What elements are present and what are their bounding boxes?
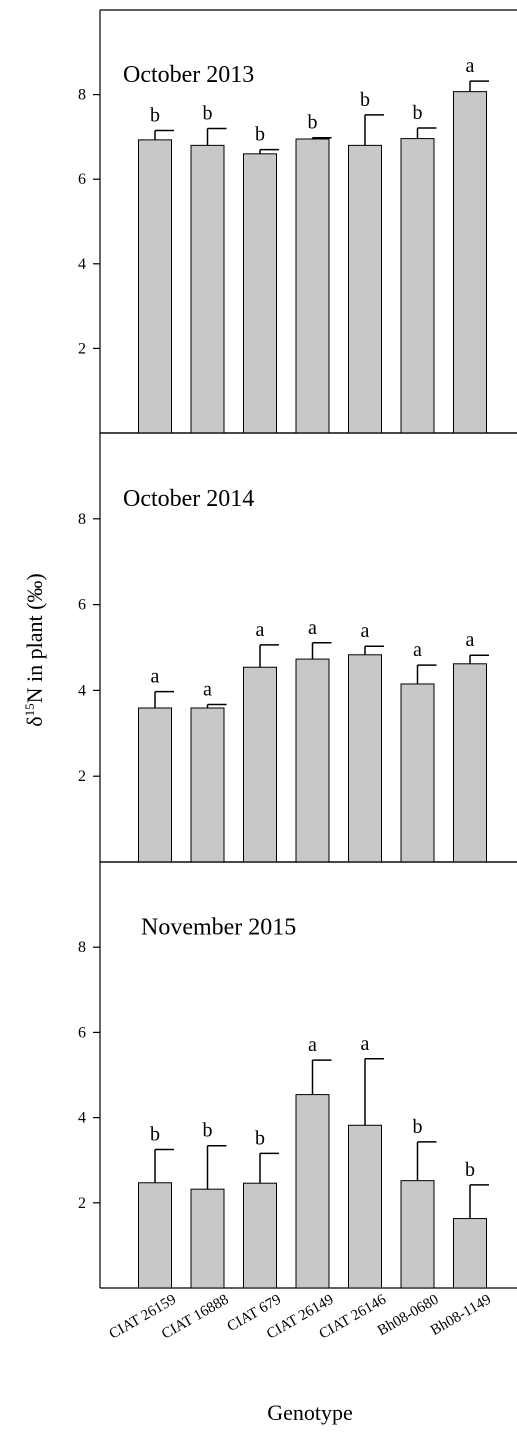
y-axis-label-superscript: 15	[22, 703, 37, 716]
significance-letter: a	[361, 620, 370, 642]
bar	[453, 663, 487, 863]
bar	[453, 1218, 487, 1289]
bar	[138, 707, 172, 863]
y-tick-label: 4	[78, 256, 86, 273]
significance-letter: a	[413, 639, 422, 661]
panel-title: November 2015	[141, 914, 296, 940]
bar	[400, 138, 435, 434]
significance-letter: b	[255, 1127, 265, 1149]
y-tick-label: 8	[78, 939, 86, 956]
bar	[138, 1182, 172, 1289]
significance-letter: a	[466, 629, 475, 651]
significance-letter: b	[413, 102, 423, 124]
significance-letter: a	[308, 1034, 317, 1056]
y-axis-label-rest: N in plant (‰)	[22, 573, 47, 703]
x-tick-label: Bh08-1149	[428, 1292, 494, 1339]
significance-letter: b	[203, 102, 213, 124]
y-tick-label: 4	[78, 682, 86, 699]
chart-panels: 2 4 6 8 October 2013 b b b b b b a 2 4 6 8 October 2014 a…	[78, 9, 517, 1343]
bar	[400, 683, 435, 863]
bar	[190, 144, 225, 434]
bar	[190, 707, 225, 863]
significance-letter: b	[413, 1116, 423, 1138]
bar	[295, 1094, 330, 1289]
significance-letter: a	[466, 55, 475, 77]
significance-letter: b	[150, 1124, 160, 1146]
bar	[453, 91, 487, 434]
bar	[295, 658, 330, 863]
bar	[243, 1182, 277, 1289]
significance-letter: b	[150, 105, 160, 127]
chart-panel-1: 2 4 6 8 October 2013 b b b b b b a	[78, 9, 517, 434]
significance-letter: a	[203, 679, 212, 701]
y-tick-label: 4	[78, 1110, 86, 1127]
x-axis-label: Genotype	[267, 1400, 353, 1425]
y-tick-label: 6	[78, 171, 86, 188]
significance-letter: b	[308, 112, 318, 134]
y-axis-label: δ15N in plant (‰)	[22, 573, 47, 727]
significance-letter: a	[361, 1033, 370, 1055]
significance-letter: a	[151, 666, 160, 688]
bar	[243, 666, 277, 863]
bar	[295, 138, 330, 434]
y-tick-label: 8	[78, 511, 86, 528]
bar	[348, 654, 382, 863]
bar	[348, 1124, 382, 1289]
bar	[348, 144, 382, 434]
y-tick-label: 2	[78, 340, 86, 357]
significance-letter: b	[203, 1120, 213, 1142]
y-axis-label-delta: δ	[22, 716, 47, 726]
significance-letter: b	[255, 124, 265, 146]
significance-letter: b	[360, 89, 370, 111]
panel-title: October 2014	[123, 486, 254, 512]
y-tick-label: 6	[78, 1024, 86, 1041]
y-tick-label: 6	[78, 597, 86, 614]
bar	[400, 1180, 435, 1289]
bar	[243, 153, 277, 434]
significance-letter: a	[308, 617, 317, 639]
bar	[138, 139, 172, 434]
chart-panel-2: 2 4 6 8 October 2014 a a a a a a a	[78, 432, 517, 863]
significance-letter: a	[256, 619, 265, 641]
panel-title: October 2013	[123, 62, 254, 88]
bar	[190, 1188, 225, 1289]
y-tick-label: 2	[78, 1195, 86, 1212]
y-tick-label: 8	[78, 87, 86, 104]
y-tick-label: 2	[78, 768, 86, 785]
significance-letter: b	[465, 1159, 475, 1181]
